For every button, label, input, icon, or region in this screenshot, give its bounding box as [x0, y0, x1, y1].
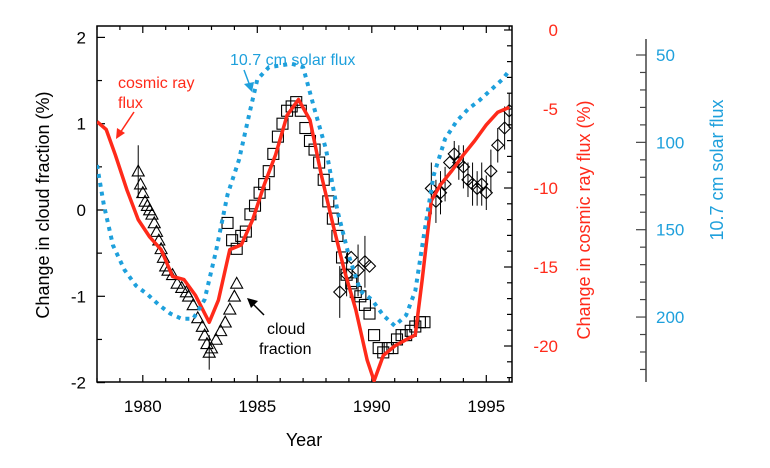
triangle-marker [174, 280, 189, 294]
triangle-marker [227, 289, 242, 302]
diamond-marker [344, 250, 358, 265]
solar-tick-label: 150 [656, 221, 684, 240]
x-axis-title: Year [286, 430, 322, 450]
diamond-marker [332, 285, 347, 299]
triangle-marker [199, 336, 214, 350]
y-tick-label: 0 [77, 201, 86, 220]
triangle-marker [133, 176, 148, 190]
square-marker [363, 307, 376, 320]
cosmic-tick-label: -15 [533, 258, 558, 277]
triangle-marker [156, 250, 171, 263]
triangle-marker [181, 289, 196, 302]
x-tick-label: 1990 [353, 397, 391, 416]
diamond-marker [447, 147, 462, 161]
y-tick-label: -2 [71, 374, 86, 393]
triangle-marker [197, 328, 212, 341]
cosmic-annotation-line2: flux [118, 95, 143, 112]
cosmic-ray-line [97, 97, 510, 382]
x-tick-label: 1995 [467, 397, 505, 416]
solar-axis-title: 10.7 cm solar flux [707, 99, 727, 240]
square-marker [368, 329, 381, 342]
diamond-marker [362, 259, 377, 273]
triangle-marker [186, 297, 201, 311]
x-tick-label: 1980 [124, 397, 162, 416]
cosmic-tick-label: -10 [533, 179, 558, 198]
series-group [97, 61, 512, 382]
solar-flux-line [97, 61, 511, 328]
x-axis-ticks: 1980 1985 1990 1995 [96, 26, 510, 416]
triangle-marker [222, 302, 237, 315]
square-marker [418, 316, 431, 329]
diamond-marker [490, 138, 505, 153]
cosmic-tick-label: 0 [549, 21, 558, 40]
square-marker [372, 342, 385, 355]
triangle-marker [209, 332, 224, 345]
cloud-arrow-icon [247, 298, 265, 316]
square-marker [226, 234, 239, 247]
y-axis-ticks: -2 -1 0 1 2 [71, 28, 105, 393]
solar-annotation: 10.7 cm solar flux [230, 52, 355, 69]
solar-tick-label: 200 [656, 308, 684, 327]
triangle-marker [204, 340, 219, 354]
square-marker [386, 342, 399, 355]
cloud-fraction-series [332, 93, 512, 318]
cosmic-tick-label: -20 [533, 337, 558, 356]
cloud-annotation-line2: fraction [259, 341, 311, 358]
diamond-marker [424, 181, 439, 196]
triangle-marker [149, 224, 164, 237]
diamond-marker [442, 155, 457, 170]
triangle-marker [195, 319, 210, 332]
cloud-fraction-series [221, 96, 431, 359]
triangle-marker [145, 207, 159, 220]
solar-axis: 50 100 150 200 [636, 39, 684, 382]
cosmic-axis-ticks: 0 -5 -10 -15 -20 [504, 21, 558, 379]
diamond-marker [474, 177, 489, 191]
triangle-marker [218, 315, 233, 328]
triangle-marker [165, 267, 180, 281]
cloud-annotation-line1: cloud [267, 321, 305, 338]
square-marker [354, 290, 367, 303]
y-tick-label: 1 [77, 115, 86, 134]
y-axis-title: Change in cloud fraction (%) [33, 91, 53, 318]
diamond-marker [470, 181, 484, 196]
cosmic-axis-title: Change in cosmic ray flux (%) [574, 100, 594, 339]
triangle-marker [135, 185, 150, 199]
solar-arrow-icon [243, 69, 254, 92]
cosmic-annotation-line1: cosmic ray [118, 75, 194, 92]
triangle-marker [229, 276, 244, 289]
y-tick-label: 2 [77, 28, 86, 47]
square-marker [358, 298, 371, 311]
triangle-marker [131, 164, 146, 177]
cosmic-tick-label: -5 [543, 100, 558, 119]
solar-tick-label: 50 [656, 46, 675, 65]
y-tick-label: -1 [71, 287, 86, 306]
x-tick-label: 1985 [238, 397, 276, 416]
diamond-marker [479, 185, 494, 200]
solar-tick-label: 100 [656, 133, 684, 152]
cloud-fraction-series [131, 145, 244, 370]
diamond-marker [484, 164, 498, 178]
diamond-marker [456, 160, 471, 174]
triangle-marker [147, 215, 162, 229]
triangle-marker [170, 276, 185, 289]
series-layer [97, 61, 512, 382]
triangle-marker [213, 323, 228, 337]
cosmic-arrow-icon [116, 111, 135, 139]
diamond-marker [497, 121, 512, 135]
